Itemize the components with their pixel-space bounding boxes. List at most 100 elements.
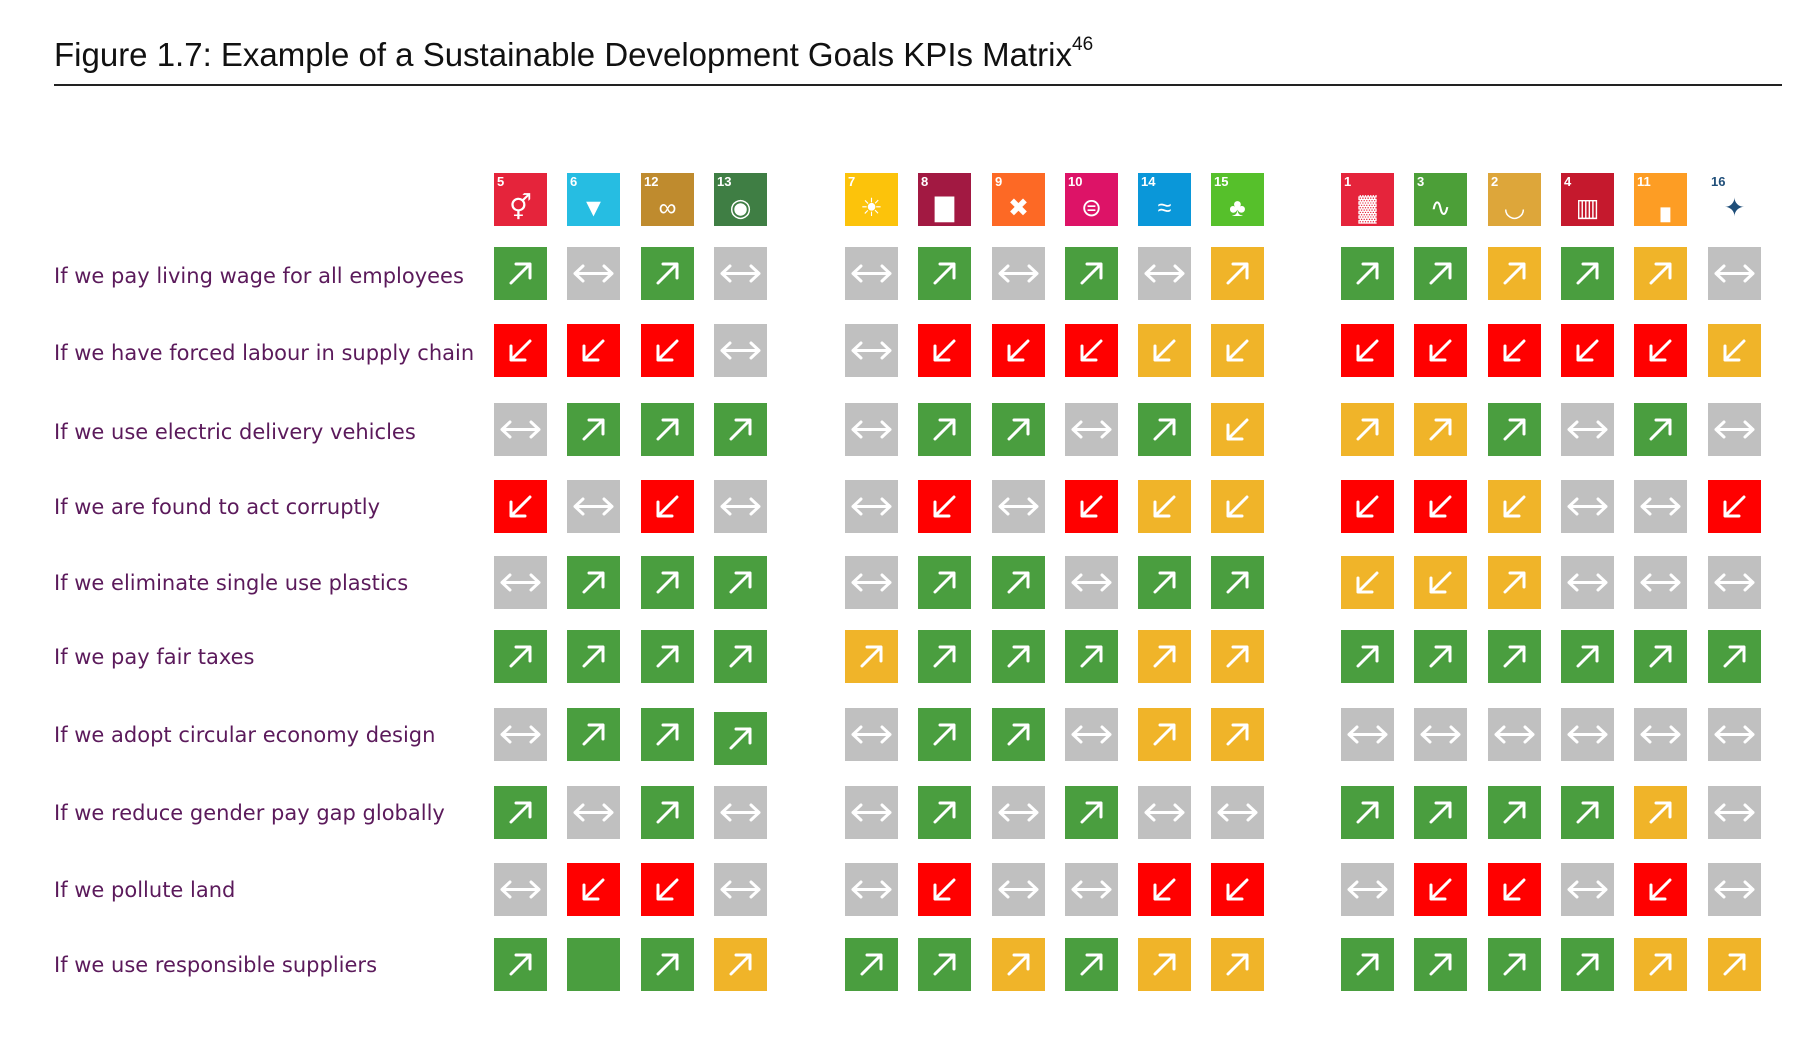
caution-improve-cell [1211,630,1264,683]
arrow-down-left-icon [918,324,971,377]
positive-impact-cell [1561,786,1614,839]
neutral-impact-cell [845,247,898,300]
positive-impact-cell [641,630,694,683]
arrow-up-right-icon [918,556,971,609]
arrow-up-right-icon [1341,938,1394,991]
arrow-up-right-icon [1414,938,1467,991]
neutral-impact-cell [1065,556,1118,609]
arrow-down-left-icon [1488,324,1541,377]
arrow-up-right-icon [641,630,694,683]
arrow-down-left-icon [567,863,620,916]
arrow-up-right-icon [641,938,694,991]
negative-impact-cell [1561,324,1614,377]
arrow-up-right-icon [1488,630,1541,683]
positive-impact-cell [714,630,767,683]
arrow-down-left-icon [1341,324,1394,377]
positive-impact-cell [1561,247,1614,300]
positive-impact-cell [1138,556,1191,609]
caution-improve-cell [1138,630,1191,683]
arrow-up-right-icon [1561,786,1614,839]
arrow-up-right-icon [1341,630,1394,683]
arrow-down-left-icon [1211,863,1264,916]
arrow-up-right-icon [918,708,971,761]
caution-improve-cell [1138,938,1191,991]
positive-impact-cell [918,630,971,683]
arrow-up-right-icon [714,630,767,683]
caution-improve-cell [1211,247,1264,300]
book-icon: ▥ [1561,191,1614,225]
arrow-up-right-icon [1414,247,1467,300]
positive-impact-cell [1488,630,1541,683]
neutral-impact-cell [845,786,898,839]
neutral-impact-cell [1708,403,1761,456]
caution-improve-cell [1414,403,1467,456]
arrow-up-right-icon [1634,403,1687,456]
sdg-goal-16-icon: 16 ✦ [1708,173,1761,226]
two-way-arrow-icon [1561,403,1614,456]
negative-impact-cell [641,324,694,377]
positive-impact-cell [567,708,620,761]
positive-impact-cell [567,556,620,609]
sdg-goal-number: 3 [1417,175,1424,188]
arrow-up-right-icon [567,630,620,683]
two-way-arrow-icon [494,708,547,761]
row-label: If we use responsible suppliers [54,955,377,976]
positive-impact-cell [641,786,694,839]
caution-decline-cell [1138,480,1191,533]
row-label: If we are found to act corruptly [54,497,380,518]
neutral-impact-cell [1708,556,1761,609]
arrow-up-right-icon [918,630,971,683]
arrow-down-left-icon [1708,324,1761,377]
two-way-arrow-icon [845,480,898,533]
arrow-down-left-icon [1211,403,1264,456]
arrow-up-right-icon [1065,630,1118,683]
bar-chart-icon: ▇ [918,191,971,225]
caution-decline-cell [1138,324,1191,377]
bowl-icon: ◡ [1488,191,1541,225]
caution-improve-cell [1341,403,1394,456]
arrow-up-right-icon [1488,556,1541,609]
positive-impact-cell [714,712,767,765]
two-way-arrow-icon [845,324,898,377]
two-way-arrow-icon [845,786,898,839]
arrow-up-right-icon [641,556,694,609]
arrow-up-right-icon [1341,403,1394,456]
neutral-impact-cell [494,708,547,761]
caution-decline-cell [1211,324,1264,377]
arrow-up-right-icon [918,403,971,456]
two-way-arrow-icon [845,556,898,609]
two-way-arrow-icon [714,786,767,839]
two-way-arrow-icon [1341,863,1394,916]
two-way-arrow-icon [714,324,767,377]
arrow-up-right-icon [714,712,767,765]
positive-impact-cell [1488,403,1541,456]
two-way-arrow-icon [714,863,767,916]
two-way-arrow-icon [992,786,1045,839]
arrow-down-left-icon [494,480,547,533]
positive-blank-cell [567,938,620,991]
sdg-goal-8-icon: 8 ▇ [918,173,971,226]
neutral-impact-cell [1138,786,1191,839]
arrow-up-right-icon [641,786,694,839]
two-way-arrow-icon [1708,863,1761,916]
arrow-up-right-icon [494,786,547,839]
row-label: If we pollute land [54,880,235,901]
neutral-impact-cell [494,556,547,609]
negative-impact-cell [1634,324,1687,377]
neutral-impact-cell [1561,708,1614,761]
arrow-up-right-icon [1634,786,1687,839]
neutral-impact-cell [567,480,620,533]
arrow-up-right-icon [1414,786,1467,839]
arrow-up-right-icon [918,786,971,839]
neutral-impact-cell [1341,863,1394,916]
arrow-down-left-icon [918,480,971,533]
neutral-impact-cell [714,480,767,533]
two-way-arrow-icon [494,403,547,456]
positive-impact-cell [641,556,694,609]
positive-impact-cell [567,403,620,456]
negative-impact-cell [494,480,547,533]
positive-impact-cell [1341,786,1394,839]
neutral-impact-cell [567,786,620,839]
arrow-down-left-icon [1634,863,1687,916]
arrow-down-left-icon [1211,324,1264,377]
